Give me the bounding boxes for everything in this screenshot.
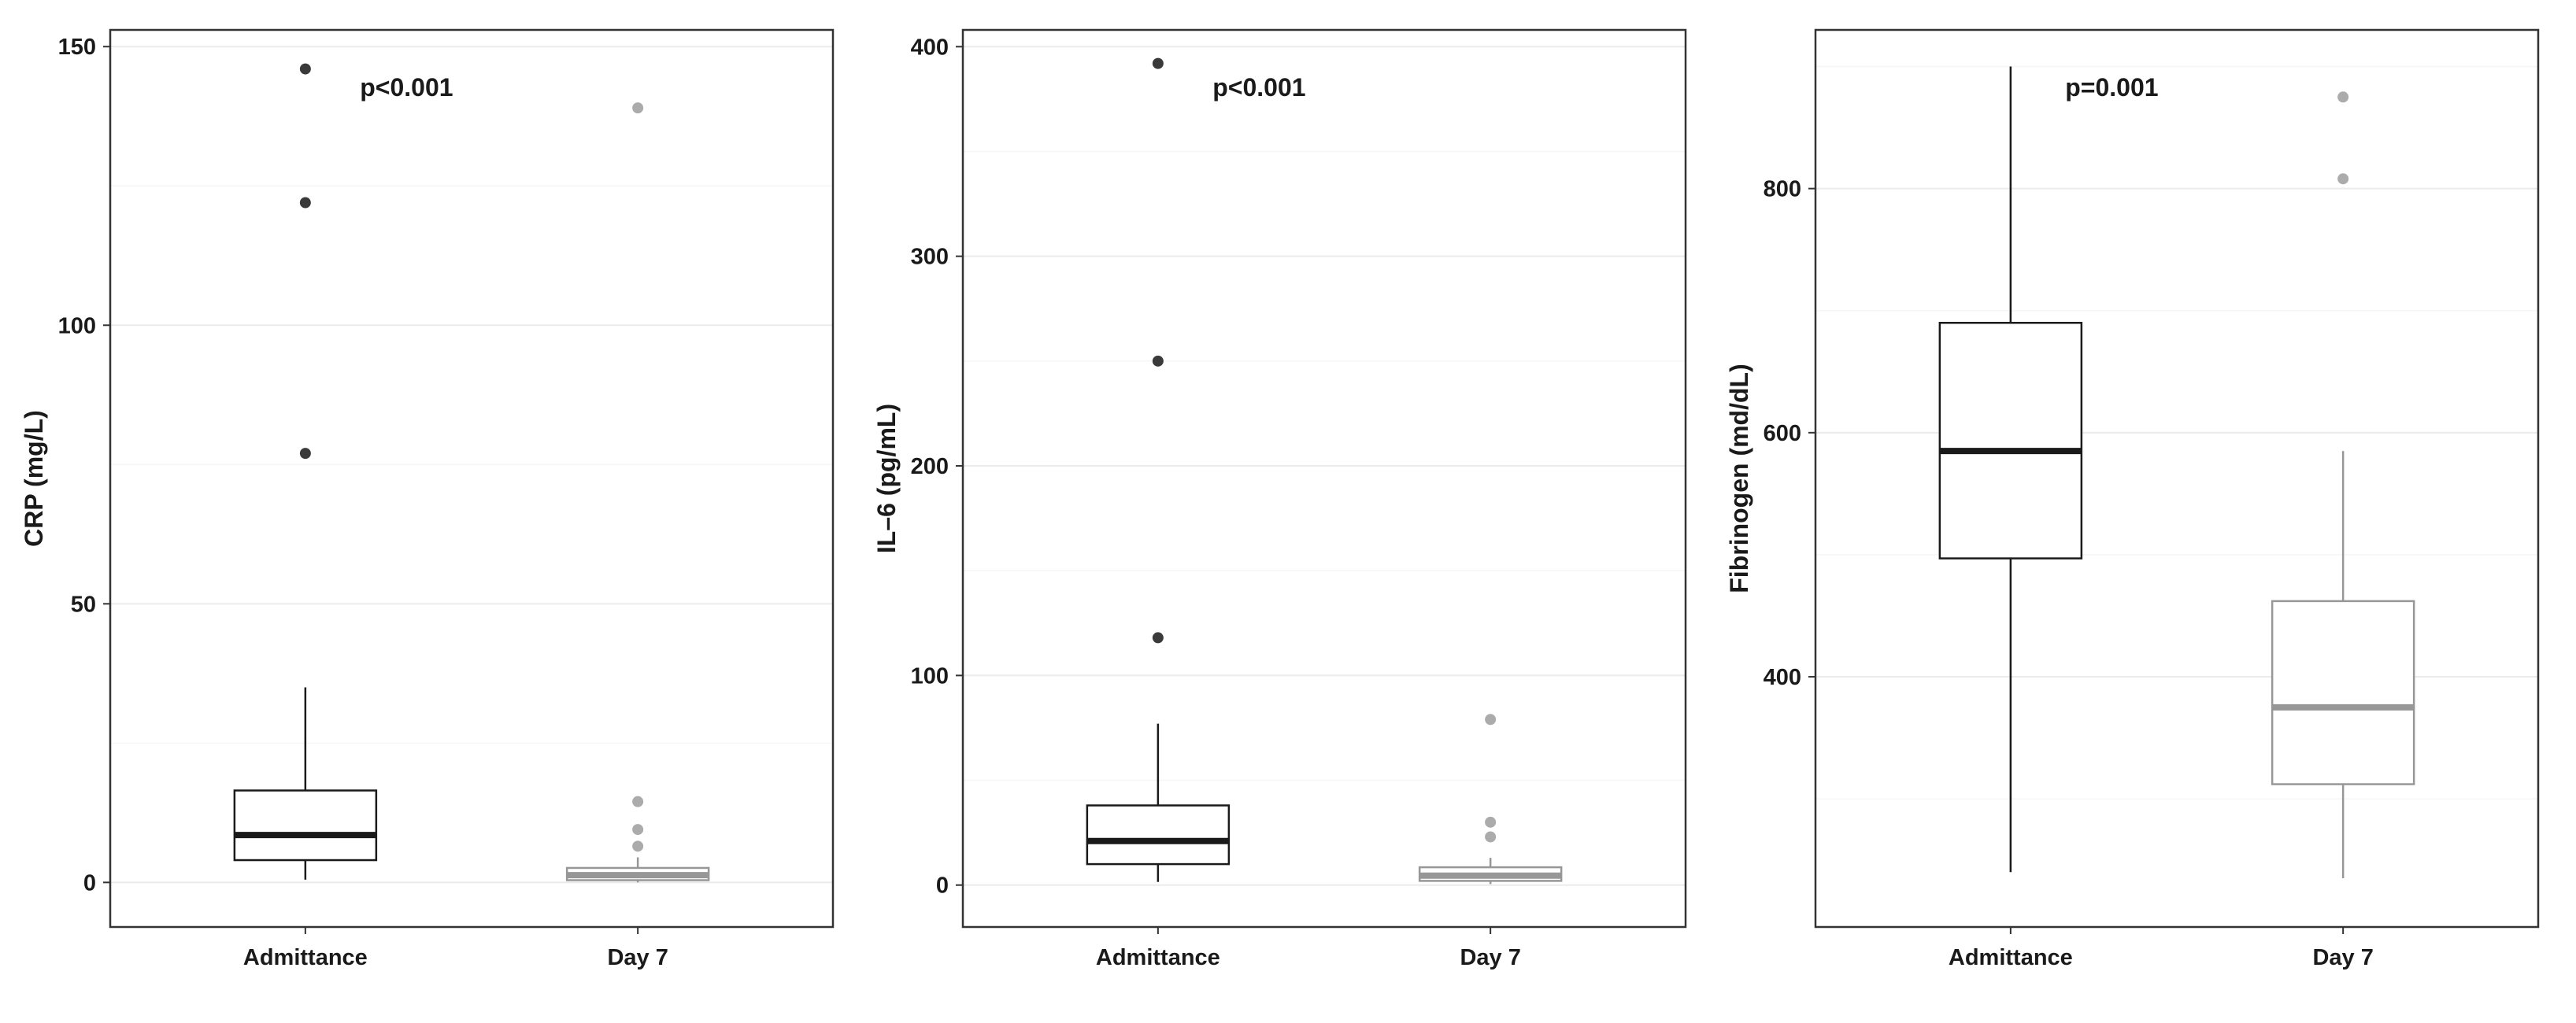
box — [1938, 321, 2083, 560]
outlier-point — [632, 840, 644, 852]
p-value-annotation: p<0.001 — [1212, 73, 1305, 102]
outlier-point — [1485, 816, 1497, 828]
y-tick-label: 400 — [1764, 665, 1801, 690]
y-tick-label: 800 — [1764, 177, 1801, 202]
x-tick-label: Admittance — [1949, 945, 2073, 970]
x-tick-label: Admittance — [1096, 945, 1220, 970]
outlier-point — [1485, 831, 1497, 843]
boxplot-admittance — [1938, 66, 2083, 873]
fibrinogen-boxplot-chart: Admittance Day 7 400 600 800 Fibrinogen (md/d… — [1725, 28, 2540, 970]
y-axis-title: Fibrinogen (md/dL) — [1725, 364, 1753, 593]
outlier-point — [1152, 57, 1164, 69]
y-axis-title: CRP (mg/L) — [20, 410, 48, 547]
boxplot-admittance — [1086, 57, 1231, 882]
box — [233, 789, 378, 862]
panel-background — [1815, 30, 2538, 927]
x-tick-label: Day 7 — [2312, 945, 2373, 970]
outlier-point — [632, 824, 644, 836]
y-tick-label: 0 — [83, 870, 96, 896]
y-axis-title: IL–6 (pg/mL) — [872, 404, 901, 553]
boxplot-day-7 — [1418, 714, 1563, 885]
panel-background — [963, 30, 1686, 927]
y-tick-label: 200 — [911, 454, 949, 479]
crp-panel: Admittance Day 7 0 50 100 150 CRP (mg/L) p<0.00… — [14, 11, 857, 1006]
x-tick-label: Day 7 — [1460, 945, 1520, 970]
y-tick-label: 0 — [936, 873, 949, 899]
outlier-point — [299, 63, 311, 75]
outlier-point — [299, 197, 311, 209]
panel-background — [110, 30, 833, 927]
outlier-point — [1152, 632, 1164, 644]
p-value-annotation: p=0.001 — [2065, 73, 2158, 102]
y-tick-label: 600 — [1764, 421, 1801, 446]
il6-boxplot-chart: Admittance Day 7 0 100 200 300 400 IL–6 (pg/mL)… — [872, 28, 1687, 970]
outlier-point — [299, 448, 311, 460]
y-tick-label: 150 — [58, 35, 96, 60]
outlier-point — [632, 796, 644, 807]
boxplot-day-7 — [2271, 91, 2415, 878]
p-value-annotation: p<0.001 — [360, 73, 453, 102]
x-tick-label: Admittance — [243, 945, 368, 970]
panel-border — [961, 28, 1687, 929]
fibrinogen-panel: Admittance Day 7 400 600 800 Fibrinogen (md/d… — [1719, 11, 2562, 1006]
box — [1086, 804, 1231, 866]
y-tick-label: 300 — [911, 245, 949, 270]
boxplot-admittance — [233, 63, 378, 880]
outlier-point — [632, 102, 644, 114]
crp-boxplot-chart: Admittance Day 7 0 50 100 150 CRP (mg/L) p<0.00… — [20, 28, 835, 970]
x-tick-label: Day 7 — [607, 945, 668, 970]
boxplot-day-7 — [565, 102, 710, 883]
outlier-point — [2337, 91, 2349, 103]
outlier-point — [1485, 714, 1497, 726]
outlier-point — [1152, 355, 1164, 367]
y-tick-label: 100 — [58, 313, 96, 338]
il6-panel: Admittance Day 7 0 100 200 300 400 IL–6 (pg/mL)… — [867, 11, 1709, 1006]
y-tick-label: 400 — [911, 35, 949, 60]
box — [2271, 600, 2415, 785]
outlier-point — [2337, 173, 2349, 185]
panel-border — [1814, 28, 2540, 929]
y-tick-label: 50 — [71, 592, 96, 617]
y-tick-label: 100 — [911, 663, 949, 689]
panel-border — [109, 28, 835, 929]
